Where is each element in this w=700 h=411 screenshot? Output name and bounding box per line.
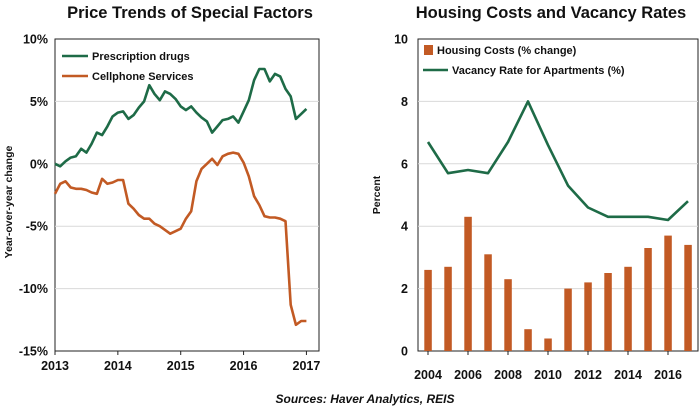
right-x-tick-label: 2010 [534, 368, 562, 382]
left-x-ticks: 2013 2014 2015 2016 2017 [41, 351, 320, 373]
left-x-tick-label: 2017 [293, 359, 321, 373]
right-series-line [426, 100, 689, 222]
left-series-lines [53, 67, 308, 327]
bar-housing-costs-2009 [524, 329, 532, 351]
legend-label-housing-costs: Housing Costs (% change) [437, 45, 577, 57]
bar-housing-costs-2004 [424, 269, 432, 351]
bar-housing-costs-2013 [604, 273, 612, 351]
left-legend: Prescription drugs Cellphone Services [62, 51, 194, 83]
right-x-tick-label: 2008 [494, 368, 522, 382]
bar-housing-costs-2011 [564, 288, 572, 351]
left-y-tick-label: 0% [30, 157, 48, 171]
legend-swatch-housing-costs [424, 45, 433, 55]
bar-housing-costs-2017 [684, 244, 692, 351]
bar-housing-costs-2015 [644, 248, 652, 351]
series-line-cellphone-services [53, 151, 307, 327]
left-x-tick-label: 2014 [104, 359, 132, 373]
right-legend: Housing Costs (% change) Vacancy Rate fo… [423, 45, 625, 77]
left-y-axis-label: Year-over-year change [3, 146, 15, 259]
bar-housing-costs-2006 [464, 216, 472, 351]
left-x-tick-label: 2013 [41, 359, 69, 373]
right-y-tick-label: 0 [401, 345, 408, 359]
left-x-tick-label: 2016 [230, 359, 258, 373]
left-y-tick-label: 5% [30, 95, 48, 109]
left-plot-area [54, 38, 320, 352]
left-y-tick-label: -10% [19, 282, 48, 296]
bar-housing-costs-2010 [544, 338, 552, 351]
legend-label-prescription-drugs: Prescription drugs [92, 51, 190, 63]
right-y-tick-label: 6 [401, 157, 408, 171]
bar-housing-costs-2016 [664, 235, 672, 351]
right-bars [424, 216, 692, 351]
left-y-tick-label: -5% [26, 220, 48, 234]
bar-housing-costs-2014 [624, 266, 632, 351]
right-y-axis-label: Percent [371, 175, 383, 214]
right-x-ticks: 2004 2006 2008 2010 2012 2014 2016 [414, 351, 682, 382]
legend-label-cellphone-services: Cellphone Services [92, 71, 194, 83]
legend-label-vacancy-rate: Vacancy Rate for Apartments (%) [452, 65, 625, 77]
right-x-tick-label: 2016 [654, 368, 682, 382]
left-gridlines [55, 100, 319, 290]
left-chart-title: Price Trends of Special Factors [67, 4, 313, 22]
right-y-tick-label: 2 [401, 282, 408, 296]
series-line-vacancy-rate-for-apartments [426, 100, 689, 222]
right-y-tick-label: 8 [401, 95, 408, 109]
right-x-tick-label: 2006 [454, 368, 482, 382]
left-x-tick-label: 2015 [167, 359, 195, 373]
right-y-tick-label: 4 [401, 220, 408, 234]
right-x-tick-label: 2004 [414, 368, 442, 382]
right-y-tick-label: 10 [394, 33, 408, 47]
right-chart-title: Housing Costs and Vacancy Rates [416, 4, 687, 22]
bar-housing-costs-2008 [504, 279, 512, 351]
bar-housing-costs-2005 [444, 266, 452, 351]
bar-housing-costs-2007 [484, 254, 492, 351]
source-note: Sources: Haver Analytics, REIS [276, 392, 455, 406]
left-y-ticks: 10% 5% 0% -5% -10% -15% [19, 33, 48, 359]
price-trends-chart: Price Trends of Special Factors Year-ove… [3, 4, 320, 373]
right-x-tick-label: 2014 [614, 368, 642, 382]
right-plot-area [417, 38, 699, 352]
series-line-prescription-drugs [54, 67, 308, 168]
right-x-tick-label: 2012 [574, 368, 602, 382]
housing-costs-chart: Housing Costs and Vacancy Rates Percent … [371, 4, 699, 382]
bar-housing-costs-2012 [584, 282, 592, 351]
right-y-ticks: 10 8 6 4 2 0 [394, 33, 408, 359]
left-y-tick-label: -15% [19, 345, 48, 359]
left-y-tick-label: 10% [23, 33, 48, 47]
